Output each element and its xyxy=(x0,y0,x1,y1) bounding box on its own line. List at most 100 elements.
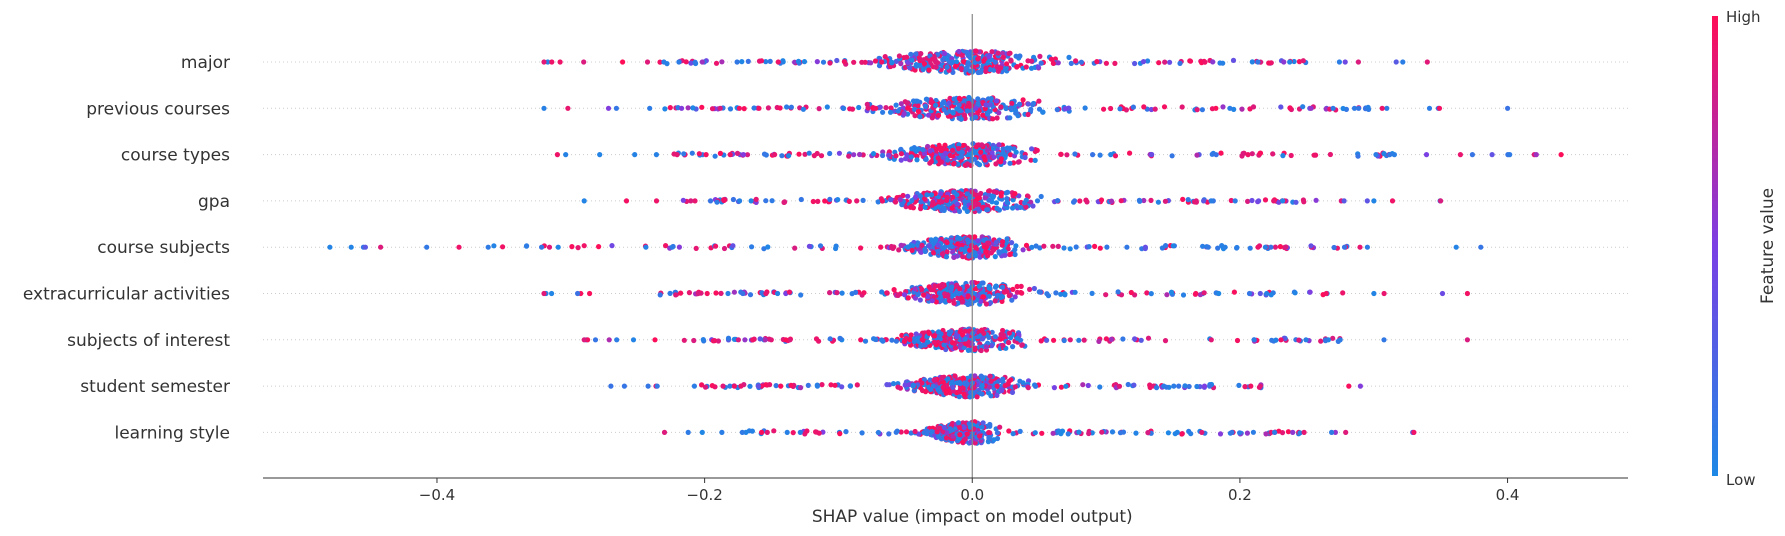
shap-point xyxy=(964,381,970,387)
shap-point xyxy=(692,59,698,65)
shap-point xyxy=(699,59,705,65)
shap-point xyxy=(878,244,884,250)
shap-point xyxy=(942,337,948,343)
shap-point xyxy=(1281,59,1287,65)
shap-point xyxy=(657,292,663,298)
feature-label: extracurricular activities xyxy=(23,285,230,305)
shap-point xyxy=(784,429,790,435)
shap-point xyxy=(914,242,921,248)
shap-point xyxy=(1048,56,1054,62)
shap-point xyxy=(1059,428,1066,434)
shap-point xyxy=(1250,429,1256,435)
shap-point xyxy=(1308,243,1314,249)
shap-point xyxy=(643,244,649,250)
shap-point xyxy=(1012,294,1018,300)
shap-point xyxy=(975,206,981,212)
shap-point xyxy=(744,152,751,158)
shap-point xyxy=(539,244,545,250)
x-tick-label: −0.4 xyxy=(419,486,455,504)
shap-point xyxy=(898,151,905,157)
shap-point xyxy=(893,102,899,108)
shap-point xyxy=(1081,337,1087,343)
shap-point xyxy=(721,245,728,252)
shap-point xyxy=(727,383,733,389)
shap-point xyxy=(727,106,734,112)
shap-point xyxy=(1136,197,1142,203)
shap-point xyxy=(1469,152,1475,158)
shap-point xyxy=(1141,104,1147,110)
shap-point xyxy=(1051,385,1057,391)
shap-point xyxy=(928,287,934,293)
shap-point xyxy=(965,62,971,68)
x-axis: −0.4 −0.2 0.0 0.2 0.4 xyxy=(263,477,1628,504)
shap-point xyxy=(1239,106,1245,112)
shap-point xyxy=(1193,198,1199,204)
shap-point xyxy=(1010,286,1016,292)
shap-point xyxy=(1013,203,1020,209)
shap-point xyxy=(877,104,883,110)
shap-point xyxy=(1018,289,1024,296)
shap-point xyxy=(541,105,547,111)
shap-point xyxy=(961,58,967,65)
shap-point xyxy=(699,382,705,388)
shap-point xyxy=(718,290,724,296)
shap-point xyxy=(1351,105,1358,111)
shap-point xyxy=(676,244,683,250)
shap-point xyxy=(1162,198,1168,204)
shap-point xyxy=(1210,59,1216,65)
shap-point xyxy=(674,152,680,158)
shap-point xyxy=(897,197,903,203)
shap-point xyxy=(1008,57,1014,63)
shap-point xyxy=(1007,152,1014,158)
shap-point xyxy=(683,59,689,65)
shap-point xyxy=(1245,152,1251,158)
shap-point xyxy=(764,429,770,435)
shap-point xyxy=(1148,291,1154,297)
shap-point xyxy=(813,336,820,342)
shap-point xyxy=(961,424,967,431)
shap-point xyxy=(1068,60,1074,66)
feature-row: course types xyxy=(121,141,1628,168)
shap-point xyxy=(861,290,867,296)
shap-point xyxy=(957,236,963,242)
shap-point xyxy=(964,145,970,151)
shap-point xyxy=(806,243,813,249)
shap-point xyxy=(771,428,777,434)
feature-label: student semester xyxy=(80,377,230,397)
shap-point xyxy=(1033,243,1039,249)
shap-point xyxy=(623,198,630,204)
feature-dots xyxy=(608,373,1363,400)
shap-point xyxy=(1015,159,1021,165)
shap-point xyxy=(661,59,667,65)
shap-point xyxy=(912,428,918,435)
shap-point xyxy=(956,48,962,55)
shap-point xyxy=(1108,198,1115,204)
shap-point xyxy=(1165,430,1171,436)
shap-point xyxy=(763,59,769,65)
shap-point xyxy=(1297,430,1303,436)
shap-point xyxy=(847,383,854,389)
shap-point xyxy=(951,160,957,166)
shap-point xyxy=(818,153,825,159)
shap-point xyxy=(621,383,628,389)
shap-point xyxy=(596,244,602,250)
shap-point xyxy=(1263,431,1269,437)
shap-point xyxy=(715,338,722,344)
shap-point xyxy=(1032,430,1038,436)
shap-point xyxy=(889,244,895,250)
shap-point xyxy=(903,156,909,162)
shap-point xyxy=(800,106,807,112)
shap-point xyxy=(779,153,785,159)
shap-point xyxy=(934,60,941,66)
shap-point xyxy=(1103,292,1109,298)
shap-point xyxy=(923,156,929,162)
shap-point xyxy=(987,108,993,114)
shap-point xyxy=(982,157,988,163)
shap-point xyxy=(1058,151,1064,157)
shap-point xyxy=(1073,58,1079,64)
shap-point xyxy=(956,142,962,148)
shap-point xyxy=(819,382,825,388)
shap-point xyxy=(1058,291,1064,297)
shap-point xyxy=(1169,153,1175,159)
shap-point xyxy=(605,105,612,111)
